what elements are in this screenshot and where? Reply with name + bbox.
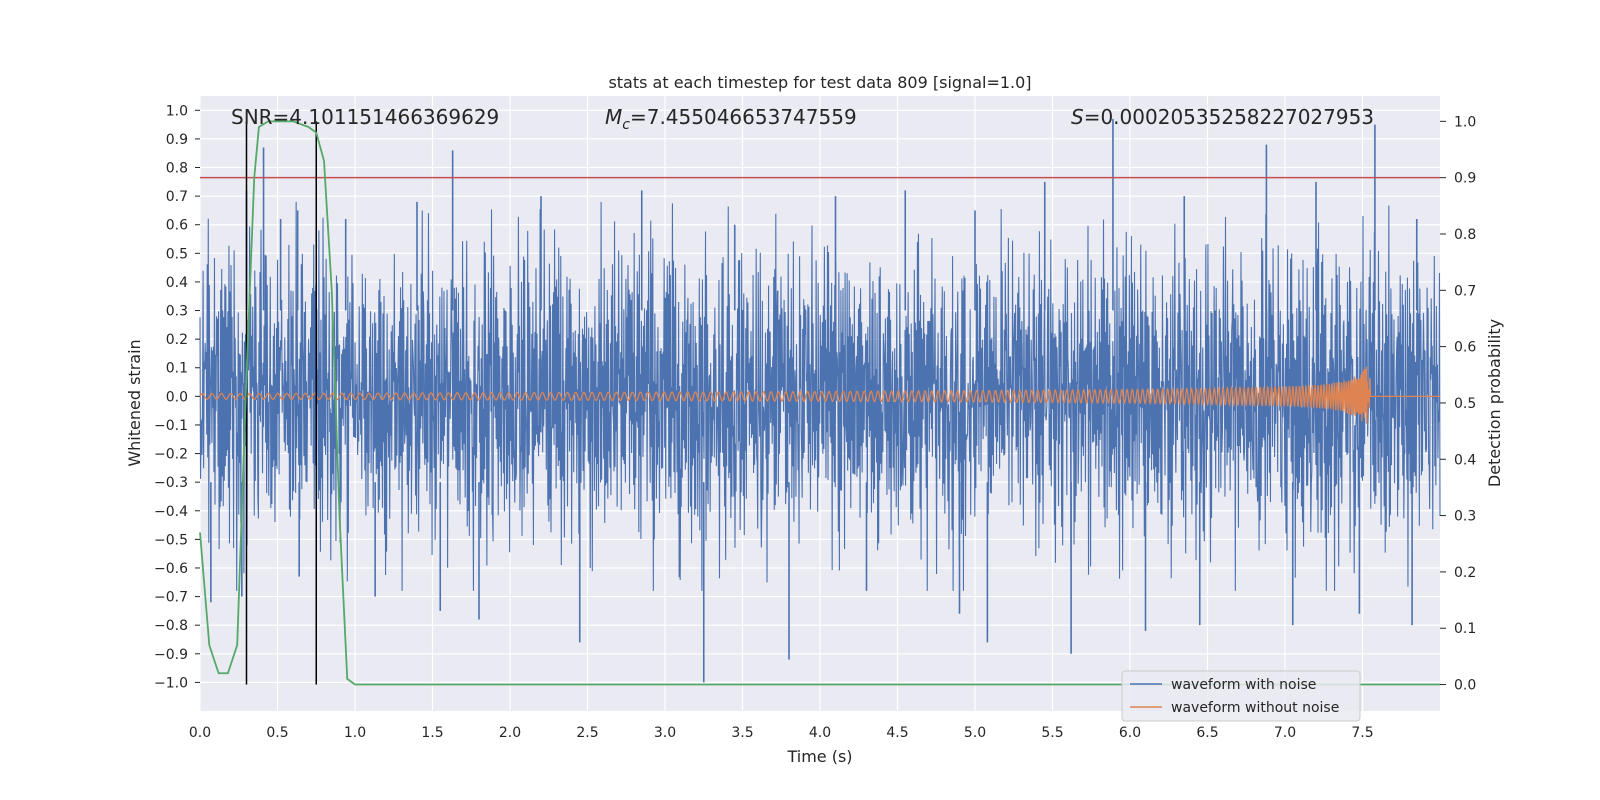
right-y-tick-label: 0.6	[1454, 340, 1476, 356]
right-y-tick-label: 0.0	[1454, 678, 1476, 694]
legend-label-clean: waveform without noise	[1171, 700, 1339, 716]
x-tick-label: 0.5	[266, 725, 288, 741]
right-y-tick-label: 0.9	[1454, 171, 1476, 187]
legend-label-noise: waveform with noise	[1171, 677, 1316, 693]
left-y-tick-label: −0.4	[154, 504, 188, 520]
chirp-mass-annotation: Mc=7.455046653747559	[605, 105, 857, 133]
detection-probability-series	[199, 120, 1440, 686]
left-y-tick-label: −1.0	[154, 675, 188, 691]
chirp-mass-symbol: M	[605, 105, 622, 129]
x-tick-label: 1.0	[344, 725, 366, 741]
left-y-tick-label: 0.2	[166, 332, 188, 348]
left-y-axis-label: Whitened strain	[125, 339, 144, 466]
right-y-tick-label: 0.2	[1454, 565, 1476, 581]
right-y-tick-label: 0.1	[1454, 621, 1476, 637]
overlay-lines	[200, 121, 1440, 685]
x-tick-label: 4.5	[886, 725, 908, 741]
x-tick-label: 2.0	[499, 725, 521, 741]
s-symbol: S	[1071, 105, 1084, 129]
legend-box	[1121, 670, 1361, 722]
right-y-axis-label: Detection probability	[1485, 319, 1504, 487]
left-y-tick-label: −0.1	[154, 418, 188, 434]
left-y-tick-label: −0.8	[154, 618, 188, 634]
left-y-tick-label: 0.4	[166, 275, 188, 291]
right-y-tick-label: 0.4	[1454, 452, 1476, 468]
left-y-axis-ticks: 1.0 0.9 0.8 0.7 0.6 0.5 0.4 0.3 0.2 0.1 0.0 −0.1 −0.…	[154, 103, 200, 691]
waveform-without-noise-series	[199, 366, 1440, 424]
right-y-tick-label: 0.3	[1454, 509, 1476, 525]
detection-probability-line	[199, 120, 1440, 686]
snr-annotation: SNR=4.101151466369629	[231, 105, 499, 129]
x-tick-label: 7.5	[1351, 725, 1373, 741]
waveform-without-noise-line	[199, 366, 1440, 424]
left-y-tick-label: 0.9	[166, 132, 188, 148]
waveform-with-noise-line	[199, 201, 1441, 591]
left-y-tick-label: 0.6	[166, 218, 188, 234]
right-y-tick-label: 0.7	[1454, 283, 1476, 299]
left-y-tick-label: 1.0	[166, 103, 188, 119]
left-y-tick-label: −0.6	[154, 561, 188, 577]
right-y-tick-label: 1.0	[1454, 114, 1476, 130]
s-annotation: S=0.00020535258227027953	[1071, 105, 1374, 129]
s-value: =0.00020535258227027953	[1084, 105, 1374, 129]
x-tick-label: 6.0	[1119, 725, 1141, 741]
legend: waveform with noise waveform without noi…	[1121, 670, 1361, 722]
chirp-mass-value: =7.455046653747559	[630, 105, 857, 129]
chart-title: stats at each timestep for test data 809…	[608, 73, 1031, 92]
left-y-tick-label: −0.3	[154, 475, 188, 491]
x-tick-label: 4.0	[809, 725, 831, 741]
left-y-tick-label: 0.8	[166, 161, 188, 177]
x-tick-label: 3.5	[731, 725, 753, 741]
chirp-mass-subscript: c	[622, 117, 630, 133]
left-y-tick-label: 0.3	[166, 304, 188, 320]
left-y-tick-label: 0.7	[166, 189, 188, 205]
x-tick-label: 5.5	[1041, 725, 1063, 741]
left-y-tick-label: −0.9	[154, 647, 188, 663]
x-axis-ticks: 0.0 0.5 1.0 1.5 2.0 2.5 3.0 3.5 4.0 4.5 5.0 5.5 6.0 6…	[189, 725, 1374, 741]
left-y-tick-label: −0.2	[154, 447, 188, 463]
right-y-tick-label: 0.8	[1454, 227, 1476, 243]
x-tick-label: 1.5	[421, 725, 443, 741]
waveform-with-noise-series	[199, 118, 1441, 683]
left-y-tick-label: −0.5	[154, 532, 188, 548]
x-axis-label: Time (s)	[786, 747, 852, 766]
left-y-tick-label: 0.5	[166, 246, 188, 262]
left-y-tick-label: 0.0	[166, 389, 188, 405]
x-tick-label: 2.5	[576, 725, 598, 741]
x-tick-label: 6.5	[1196, 725, 1218, 741]
right-y-axis-ticks: 1.0 0.9 0.8 0.7 0.6 0.5 0.4 0.3 0.2 0.1 0.0	[1440, 114, 1476, 694]
x-tick-label: 0.0	[189, 725, 211, 741]
x-tick-label: 3.0	[654, 725, 676, 741]
left-y-tick-label: 0.1	[166, 361, 188, 377]
left-y-tick-label: −0.7	[154, 590, 188, 606]
x-tick-label: 5.0	[964, 725, 986, 741]
x-tick-label: 7.0	[1274, 725, 1296, 741]
right-y-tick-label: 0.5	[1454, 396, 1476, 412]
